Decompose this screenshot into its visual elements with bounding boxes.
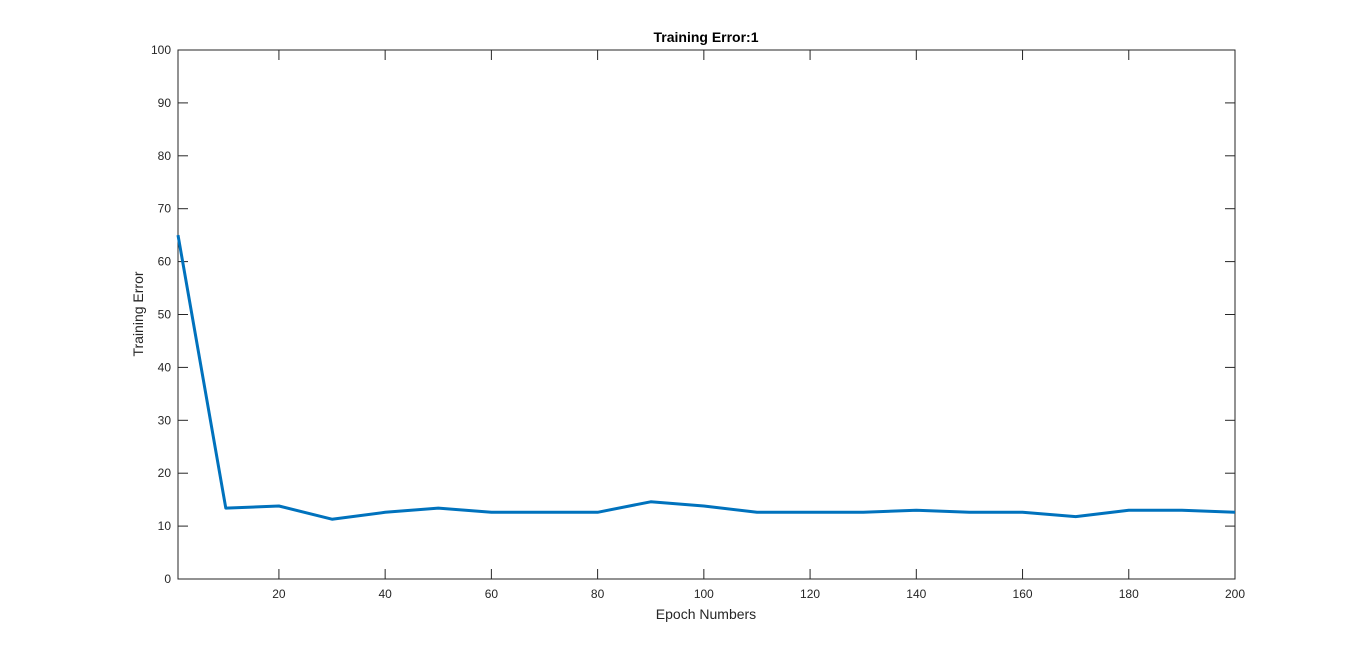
- y-tick-label: 20: [158, 466, 172, 480]
- x-tick-label: 20: [272, 587, 286, 601]
- x-tick-label: 160: [1013, 587, 1033, 601]
- y-tick-label: 40: [158, 360, 172, 374]
- chart-title: Training Error:1: [653, 29, 758, 45]
- y-tick-label: 10: [158, 519, 172, 533]
- x-tick-label: 80: [591, 587, 605, 601]
- x-tick-label: 140: [906, 587, 926, 601]
- y-tick-label: 50: [158, 308, 172, 322]
- x-axis-label: Epoch Numbers: [656, 606, 756, 622]
- y-tick-label: 0: [164, 572, 171, 586]
- x-tick-label: 200: [1225, 587, 1245, 601]
- x-tick-label: 40: [378, 587, 392, 601]
- y-tick-label: 80: [158, 149, 172, 163]
- series: [178, 235, 1235, 519]
- y-tick-label: 60: [158, 255, 172, 269]
- x-tick-label: 180: [1119, 587, 1139, 601]
- x-tick-label: 60: [485, 587, 499, 601]
- series-line: [178, 235, 1235, 519]
- y-tick-label: 70: [158, 202, 172, 216]
- plot-area-box: [178, 50, 1235, 579]
- y-tick-label: 100: [151, 43, 171, 57]
- x-tick-label: 120: [800, 587, 820, 601]
- axes: [178, 50, 1235, 579]
- x-tick-label: 100: [694, 587, 714, 601]
- y-tick-label: 30: [158, 413, 172, 427]
- y-tick-label: 90: [158, 96, 172, 110]
- y-axis-label: Training Error: [130, 271, 146, 356]
- tick-marks: [178, 50, 1235, 579]
